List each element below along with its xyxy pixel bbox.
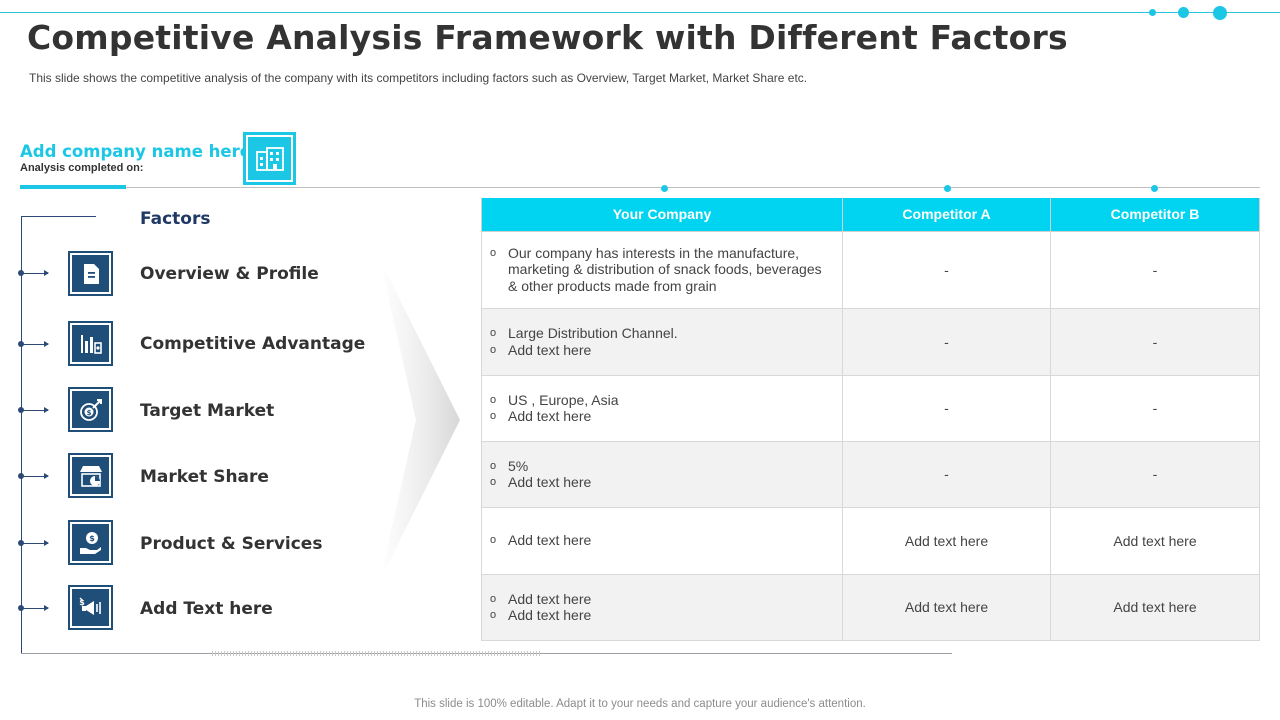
competitor-b-cell[interactable]: - [1050, 374, 1260, 442]
factor-connector [18, 540, 49, 546]
competitor-a-cell[interactable]: - [842, 307, 1051, 376]
bullet-point: Add text here [490, 408, 834, 425]
competitor-b-cell[interactable]: Add text here [1050, 573, 1260, 641]
factors-tree-line [21, 216, 22, 654]
bullet-point: 5% [490, 458, 834, 475]
bullet-point: Add text here [490, 342, 834, 359]
svg-text:$: $ [86, 409, 91, 417]
column-marker-dot [1151, 185, 1158, 192]
factor-connector [18, 270, 49, 276]
factor-label: Competitive Advantage [140, 334, 366, 354]
factor-label: Market Share [140, 467, 269, 487]
table-row: Our company has interests in the manufac… [481, 230, 1260, 309]
table-row: 5%Add text here - - [481, 440, 1260, 508]
bullet-point: Add text here [490, 532, 834, 549]
page-subtitle: This slide shows the competitive analysi… [29, 71, 808, 85]
analysis-completed-label: Analysis completed on: [20, 162, 144, 174]
column-marker-dot [661, 185, 668, 192]
document-icon [68, 251, 113, 296]
bullet-point: US , Europe, Asia [490, 392, 834, 409]
company-cell[interactable]: 5%Add text here [481, 440, 843, 508]
megaphone-icon: $ [68, 585, 113, 630]
company-name[interactable]: Add company name here [20, 142, 251, 161]
factor-label: Overview & Profile [140, 264, 319, 284]
table-row: US , Europe, AsiaAdd text here - - [481, 374, 1260, 442]
competitor-a-cell[interactable]: Add text here [842, 506, 1051, 575]
competitor-a-cell[interactable]: - [842, 374, 1051, 442]
competitor-b-cell[interactable]: Add text here [1050, 506, 1260, 575]
decor-dot [1213, 6, 1227, 20]
competitor-b-cell[interactable]: - [1050, 307, 1260, 376]
bullet-point: Add text here [490, 474, 834, 491]
company-cell[interactable]: Add text here [481, 506, 843, 575]
svg-text:$: $ [79, 598, 85, 607]
comparison-table: Your Company Competitor A Competitor B O… [481, 198, 1260, 641]
competitor-a-cell[interactable]: - [842, 440, 1051, 508]
building-icon [243, 132, 296, 185]
competitor-a-cell[interactable]: Add text here [842, 573, 1051, 641]
svg-text:$: $ [89, 534, 95, 543]
factor-connector [18, 473, 49, 479]
page-title: Competitive Analysis Framework with Diff… [27, 18, 1068, 57]
decor-dot [1178, 7, 1189, 18]
hand-money-icon: $ [68, 520, 113, 565]
bullet-point: Add text here [490, 591, 834, 608]
competitor-a-cell[interactable]: - [842, 230, 1051, 309]
competitor-b-cell[interactable]: - [1050, 230, 1260, 309]
bullet-point: Add text here [490, 607, 834, 624]
column-header-competitor-b: Competitor B [1050, 198, 1260, 232]
top-divider [0, 12, 1280, 13]
factor-connector [18, 605, 49, 611]
store-pie-icon [68, 453, 113, 498]
factors-heading: Factors [140, 209, 211, 229]
column-header-competitor-a: Competitor A [842, 198, 1051, 232]
competitor-b-cell[interactable]: - [1050, 440, 1260, 508]
bottom-dash-pattern [212, 651, 542, 656]
footer-note: This slide is 100% editable. Adapt it to… [414, 698, 866, 710]
section-divider [126, 187, 1260, 188]
column-header-your-company: Your Company [481, 198, 843, 232]
factor-label: Add Text here [140, 599, 273, 619]
factor-label: Product & Services [140, 534, 323, 554]
company-cell[interactable]: Large Distribution Channel.Add text here [481, 307, 843, 376]
factor-connector [18, 407, 49, 413]
company-cell[interactable]: US , Europe, AsiaAdd text here [481, 374, 843, 442]
bar-chart-icon [68, 321, 113, 366]
table-row: Add text here Add text here Add text her… [481, 506, 1260, 575]
factor-label: Target Market [140, 401, 275, 421]
bullet-point: Large Distribution Channel. [490, 325, 834, 342]
table-header-row: Your Company Competitor A Competitor B [481, 198, 1260, 232]
factor-connector [18, 341, 49, 347]
table-row: Large Distribution Channel.Add text here… [481, 307, 1260, 376]
factors-tree-top [21, 216, 96, 217]
column-marker-dot [944, 185, 951, 192]
decor-dot [1149, 9, 1156, 16]
target-dollar-icon: $ [68, 387, 113, 432]
company-cell[interactable]: Our company has interests in the manufac… [481, 230, 843, 309]
company-underline [20, 185, 126, 189]
chevron-arrow-shape [380, 260, 460, 580]
bullet-point: Our company has interests in the manufac… [490, 245, 834, 295]
